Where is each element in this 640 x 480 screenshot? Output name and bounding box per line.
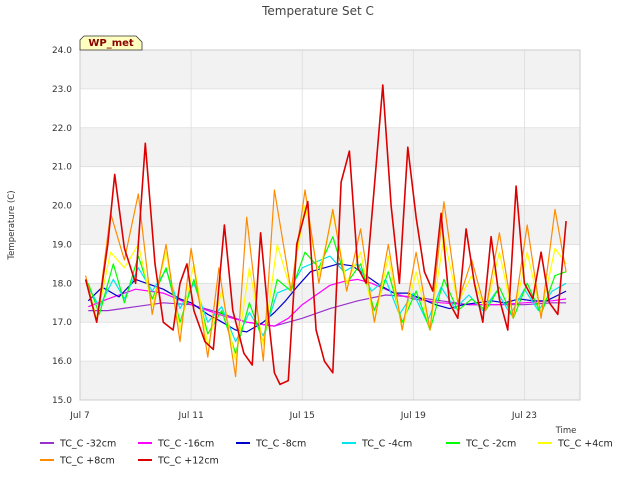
series-line	[87, 236, 567, 354]
x-axis-ticks: Jul 7 Jul 11 Jul 15 Jul 19 Jul 23	[69, 411, 537, 421]
plot-band	[80, 361, 580, 400]
legend-label: TC_C -2cm	[465, 439, 516, 450]
plot-band	[80, 50, 580, 89]
y-tick-label: 22.0	[52, 124, 72, 134]
x-tick-label: Jul 23	[511, 411, 537, 421]
legend-label: TC_C +8cm	[59, 456, 115, 467]
plot-band	[80, 127, 580, 167]
x-tick-label: Jul 19	[400, 411, 426, 421]
chart-title: Temperature Set C	[261, 4, 374, 18]
y-axis-ticks: 15.0 16.0 17.0 18.0 19.0 20.0 21.0 22.0 23.0 24.0	[52, 46, 72, 406]
y-tick-label: 21.0	[52, 163, 72, 173]
badge-wp-met: WP_met	[79, 35, 143, 51]
x-tick-label: Jul 11	[178, 411, 204, 421]
legend-label: TC_C -32cm	[59, 439, 116, 450]
legend-label: TC_C -4cm	[361, 439, 412, 450]
y-tick-label: 15.0	[52, 396, 72, 406]
legend: TC_C -32cm TC_C -16cm TC_C -8cm TC_C -4cm TC…	[40, 439, 613, 467]
y-tick-label: 20.0	[52, 202, 72, 212]
y-tick-label: 24.0	[52, 46, 72, 56]
x-tick-label: Jul 7	[69, 411, 89, 421]
badge-label: WP_met	[88, 38, 134, 49]
y-tick-label: 16.0	[52, 357, 72, 367]
legend-label: TC_C +4cm	[557, 439, 613, 450]
x-tick-label: Jul 15	[289, 411, 315, 421]
y-tick-label: 19.0	[52, 240, 72, 250]
series-lines	[84, 84, 567, 386]
series-line	[84, 84, 567, 386]
legend-label: TC_C -8cm	[255, 439, 306, 450]
y-tick-label: 17.0	[52, 318, 72, 328]
plot-frame	[79, 49, 581, 401]
plot-background-bands	[80, 50, 580, 400]
legend-label: TC_C +12cm	[157, 456, 219, 467]
series-line	[85, 189, 567, 378]
badge-background	[79, 35, 143, 51]
x-axis-title: Time	[555, 426, 577, 436]
legend-label: TC_C -16cm	[157, 439, 214, 450]
y-axis-title: Temperature (C)	[7, 190, 17, 260]
y-tick-label: 18.0	[52, 279, 72, 289]
y-tick-label: 23.0	[52, 85, 72, 95]
